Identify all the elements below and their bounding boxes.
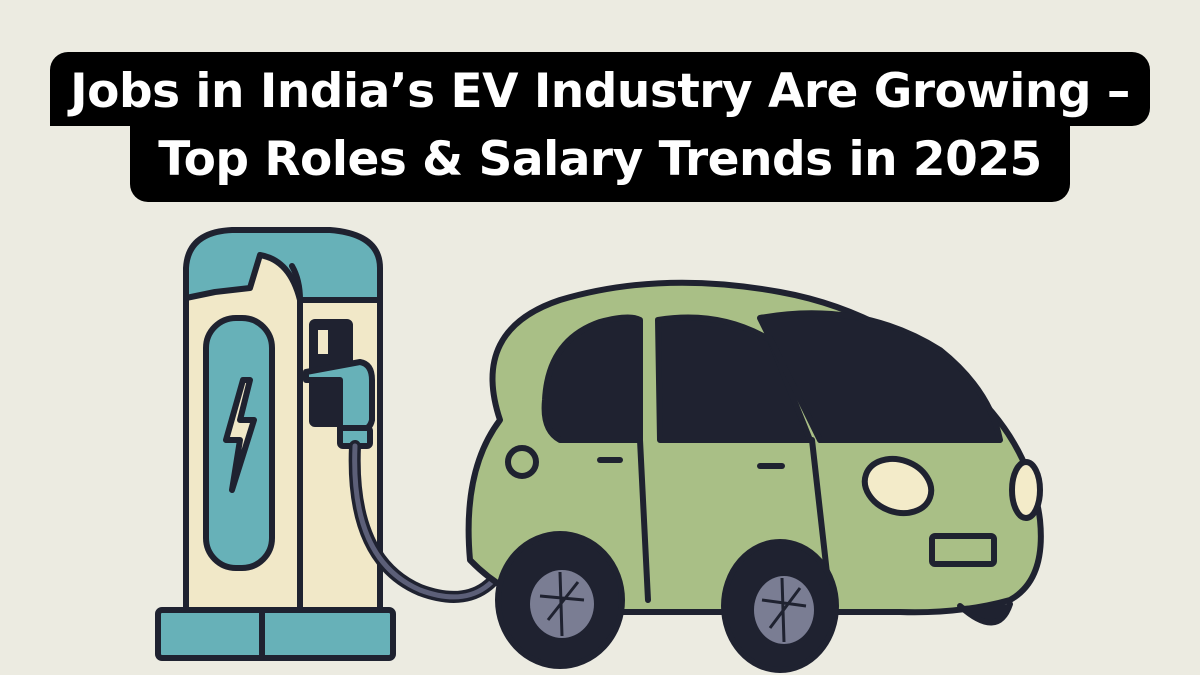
headline-line-1: Jobs in India’s EV Industry Are Growing …	[50, 52, 1150, 126]
headlight-left	[861, 455, 935, 517]
wheel-front	[721, 539, 839, 673]
headline: Jobs in India’s EV Industry Are Growing …	[0, 52, 1200, 202]
car-rear-window	[541, 314, 643, 443]
station-cap	[183, 227, 383, 303]
lightning-bolt-icon	[223, 377, 257, 493]
headlight-right	[1009, 459, 1043, 521]
headline-line-2: Top Roles & Salary Trends in 2025	[130, 126, 1070, 202]
car-windshield	[757, 310, 1003, 443]
charge-port	[505, 445, 539, 479]
electric-car	[465, 279, 1044, 673]
license-plate	[929, 533, 997, 567]
wheel-far-front	[957, 601, 1013, 626]
station-base	[155, 607, 396, 661]
wheel-rear	[495, 531, 625, 669]
charging-station	[155, 227, 530, 661]
